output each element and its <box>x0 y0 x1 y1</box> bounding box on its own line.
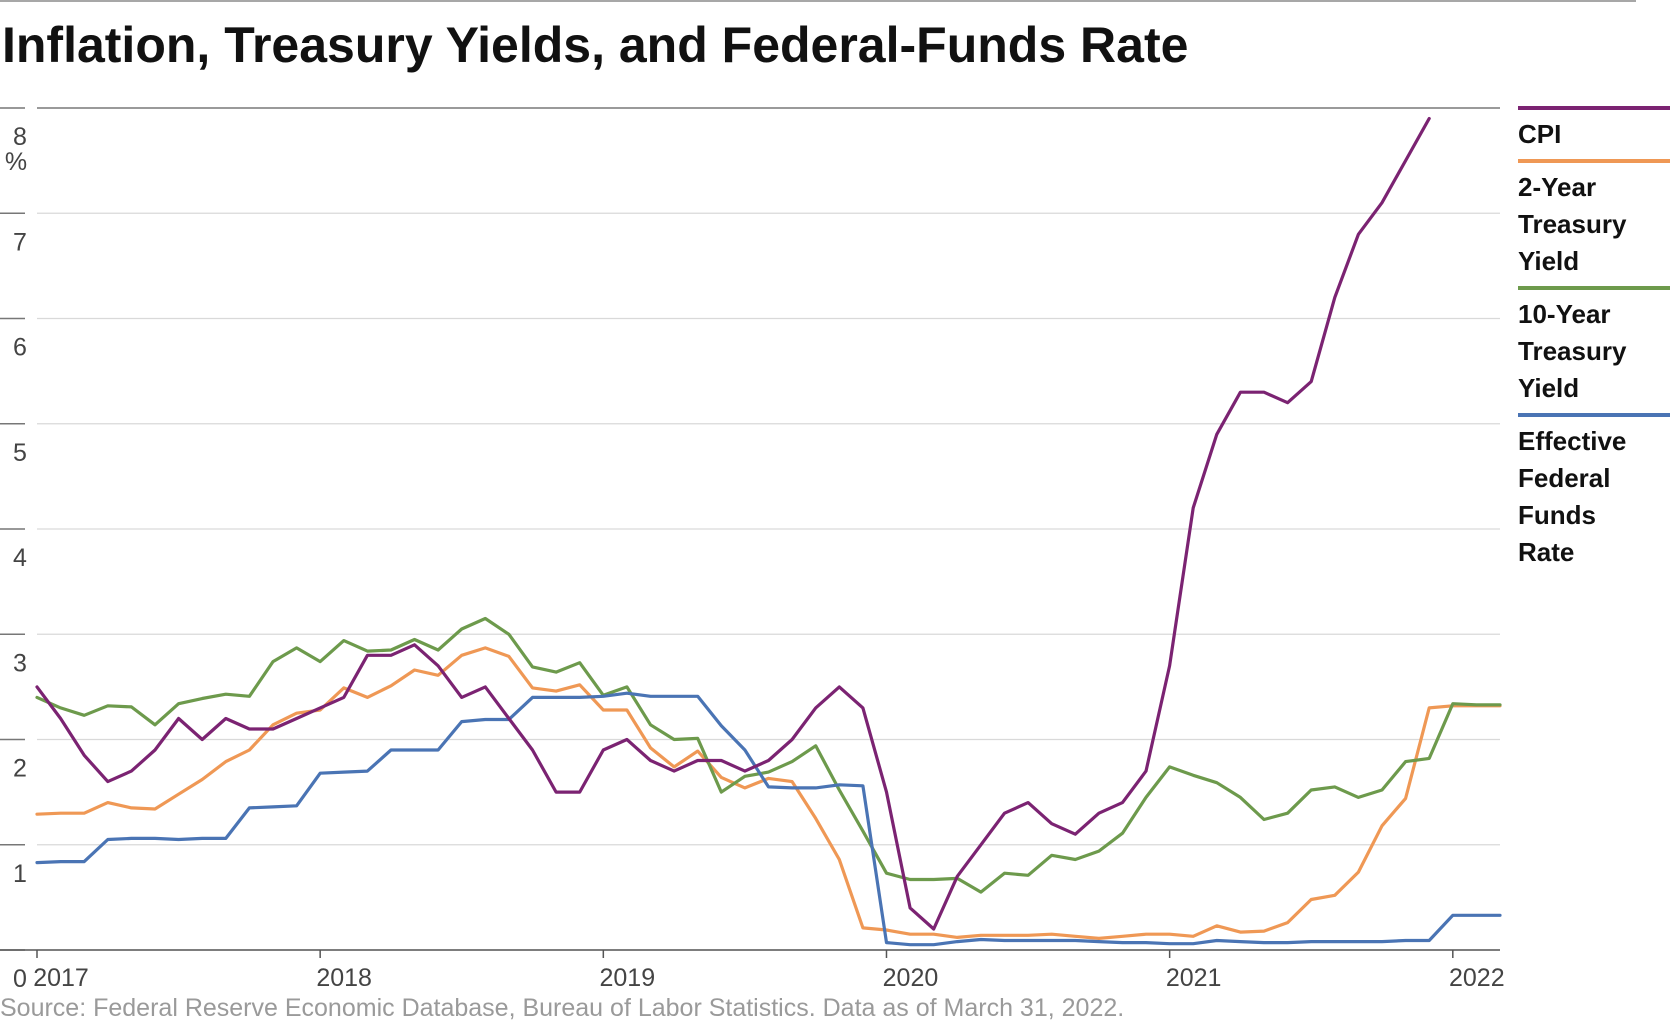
x-tick-label: 2019 <box>600 964 656 992</box>
legend-label: 2-Year Treasury Yield <box>1518 172 1627 276</box>
y-tick-label: 0 <box>13 965 27 993</box>
x-tick-label: 2017 <box>33 964 89 992</box>
x-tick-label: 2020 <box>883 964 939 992</box>
legend-label: Effective Federal Funds Rate <box>1518 426 1626 567</box>
series-line-effective-federal-funds-rate <box>35 691 1502 947</box>
plot-area <box>35 116 1502 947</box>
y-tick-label: 5 <box>13 439 27 467</box>
y-tick-label: 6 <box>13 334 27 362</box>
y-axis: 0 1 2 3 4 5 6 7 8% <box>5 123 27 993</box>
x-tick-label: 2022 <box>1449 964 1505 992</box>
y-tick-label: 4 <box>13 544 27 572</box>
series-line-10-year-treasury-yield <box>35 616 1502 894</box>
chart-title: Inflation, Treasury Yields, and Federal-… <box>2 17 1188 73</box>
y-tick-label: 3 <box>13 649 27 677</box>
source-note: Source: Federal Reserve Economic Databas… <box>0 994 1124 1022</box>
y-unit-label: % <box>5 148 27 176</box>
y-tick-label: 7 <box>13 228 27 256</box>
x-tick-label: 2018 <box>316 964 372 992</box>
y-tick-label: 8 <box>13 123 27 151</box>
y-tick-label: 2 <box>13 755 27 783</box>
x-axis: 2017 2018 2019 2020 2021 2022 <box>0 949 1505 992</box>
series-line-2-year-treasury-yield <box>35 646 1502 940</box>
series-line-cpi <box>35 116 1431 931</box>
x-tick-label: 2021 <box>1166 964 1222 992</box>
legend: CPI 2-Year Treasury Yield 10-Year Treasury Yie… <box>1518 106 1670 567</box>
legend-label: 10-Year Treasury Yield <box>1518 299 1627 403</box>
legend-label: CPI <box>1518 119 1561 149</box>
y-tick-label: 1 <box>13 860 27 888</box>
gridlines <box>0 107 1500 951</box>
